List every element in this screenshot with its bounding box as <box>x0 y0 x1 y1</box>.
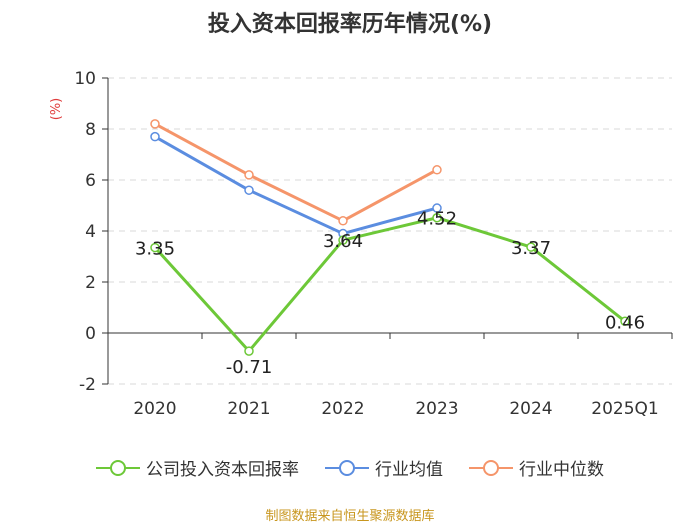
line-chart: -2 0 2 4 6 8 10 2020 2021 2022 2023 2024 2025Q1 (%) 3… <box>49 69 673 419</box>
series-point-1 <box>244 185 254 195</box>
y-tick-label: 8 <box>85 120 96 140</box>
legend-item-industry-median[interactable]: 行业中位数 <box>469 455 604 480</box>
x-tick-label: 2021 <box>227 399 270 419</box>
x-tick-label: 2020 <box>133 399 176 419</box>
y-axis-unit-label: (%) <box>49 98 64 121</box>
x-tick-label: 2022 <box>321 399 364 419</box>
series-point-2 <box>432 165 442 175</box>
series-point-0 <box>338 235 348 245</box>
series-line-0 <box>153 216 626 353</box>
y-tick-label: 0 <box>85 324 96 344</box>
series-point-2 <box>338 216 348 226</box>
y-tick-label: 4 <box>85 222 96 242</box>
legend: 公司投入资本回报率 行业均值 行业中位数 <box>0 455 700 480</box>
legend-marker-company <box>96 459 140 476</box>
legend-marker-industry-median <box>469 459 513 476</box>
data-label: 4.52 <box>417 209 457 230</box>
data-label: 3.37 <box>511 238 551 259</box>
source-note: 制图数据来自恒生聚源数据库 <box>265 509 435 524</box>
legend-label-industry-avg: 行业均值 <box>375 460 443 480</box>
series-point-1 <box>432 203 442 213</box>
data-labels: 3.35 -0.71 3.64 4.52 3.37 0.46 <box>135 209 645 378</box>
data-label: 3.35 <box>135 239 175 260</box>
data-label: 3.64 <box>323 231 363 252</box>
data-label: 0.46 <box>605 312 645 333</box>
legend-label-industry-median: 行业中位数 <box>519 460 604 480</box>
y-tick-label: 6 <box>85 171 96 191</box>
series-line-1 <box>154 135 438 236</box>
chart-title: 投入资本回报率历年情况(%) <box>207 12 493 37</box>
legend-item-industry-avg[interactable]: 行业均值 <box>325 455 443 480</box>
x-tick-label: 2023 <box>415 399 458 419</box>
series-point-2 <box>244 170 254 180</box>
data-label: -0.71 <box>226 357 273 378</box>
series-layer <box>150 119 630 356</box>
legend-label-company: 公司投入资本回报率 <box>146 460 299 480</box>
series-point-0 <box>150 242 160 253</box>
legend-item-company[interactable]: 公司投入资本回报率 <box>96 455 299 480</box>
y-tick-label: 10 <box>74 69 96 89</box>
series-point-1 <box>150 131 160 142</box>
x-tick-label: 2024 <box>509 399 552 419</box>
x-tick-label: 2025Q1 <box>591 399 658 419</box>
series-point-0 <box>432 212 442 223</box>
grid-lines <box>108 77 672 385</box>
y-tick-label: -2 <box>79 375 96 395</box>
legend-marker-industry-avg <box>325 459 369 476</box>
series-point-2 <box>150 119 160 129</box>
axes: -2 0 2 4 6 8 10 2020 2021 2022 2023 2024 2025Q1 (%) <box>49 69 673 419</box>
y-tick-label: 2 <box>85 273 96 293</box>
series-line-2 <box>154 122 438 223</box>
series-point-0 <box>244 346 254 356</box>
series-point-0 <box>620 316 630 327</box>
series-point-0 <box>526 242 536 252</box>
